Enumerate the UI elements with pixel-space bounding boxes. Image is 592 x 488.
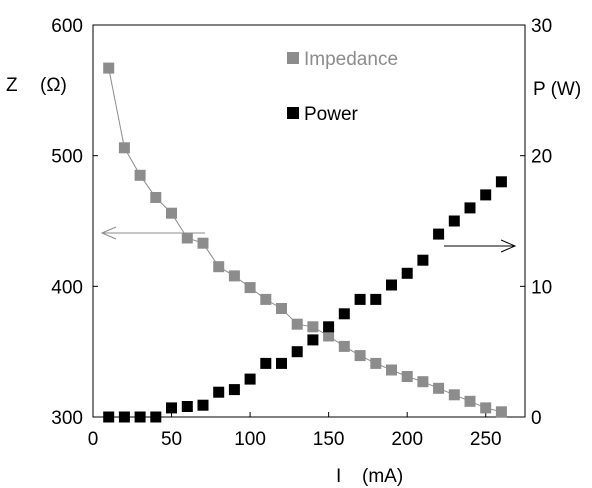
impedance-point [354, 350, 366, 362]
impedance-point [291, 318, 303, 330]
impedance-point [276, 303, 287, 314]
power-point [386, 279, 397, 291]
power-point [228, 384, 240, 396]
x-tick-label: 100 [234, 429, 266, 450]
impedance-point [181, 232, 193, 244]
power-point [213, 386, 225, 398]
x-tick-label: 250 [470, 429, 502, 450]
impedance-point [244, 282, 256, 294]
right-y-tick-label: 10 [531, 277, 552, 298]
impedance-point [213, 261, 225, 273]
power-point [401, 267, 413, 279]
x-tick-label: 50 [161, 429, 182, 450]
impedance-point [386, 364, 397, 376]
left-y-tick-label: 300 [51, 408, 83, 429]
impedance-point [166, 207, 177, 219]
left-y-tick-label: 600 [51, 16, 83, 37]
impedance-point [464, 395, 476, 407]
impedance-point [197, 237, 209, 249]
x-tick-label: 200 [391, 429, 423, 450]
left-y-tick-label: 500 [51, 147, 83, 168]
left-axis-symbol: Z [6, 75, 18, 96]
power-point [338, 308, 350, 320]
power-point [370, 293, 382, 305]
left-y-tick-label: 400 [51, 277, 83, 298]
power-point [464, 202, 476, 214]
x-tick-label: 150 [313, 429, 345, 450]
x-axis-symbol: I [336, 466, 341, 487]
legend-label-impedance: Impedance [304, 49, 398, 70]
power-point [307, 334, 319, 346]
power-point [244, 373, 256, 385]
power-point [480, 189, 492, 201]
impedance-point [448, 389, 460, 401]
power-point [181, 401, 193, 412]
impedance-point [103, 62, 115, 74]
power-point [166, 402, 177, 414]
impedance-point [134, 169, 146, 181]
right-y-tick-label: 30 [531, 16, 552, 37]
legend-marker-power [287, 107, 299, 119]
power-point [276, 357, 287, 369]
impedance-point [401, 371, 413, 382]
x-tick-label: 0 [88, 429, 99, 450]
right-y-tick-label: 0 [531, 408, 542, 429]
impedance-point [260, 293, 272, 305]
power-point [103, 411, 115, 423]
power-point [150, 411, 162, 423]
impedance-point [323, 330, 335, 342]
power-point [118, 411, 130, 423]
power-point [417, 254, 429, 266]
impedance-point [118, 142, 130, 154]
impedance-point [370, 357, 382, 369]
power-point [354, 293, 366, 305]
left-axis-unit: (Ω) [40, 75, 67, 96]
right-axis-label: P (W) [533, 79, 581, 100]
right-y-tick-label: 20 [531, 147, 552, 168]
legend: Impedance Power [287, 49, 398, 125]
legend-label-power: Power [304, 104, 359, 125]
power-axis-arrow [444, 239, 517, 253]
impedance-point [338, 340, 350, 352]
impedance-point [495, 406, 507, 418]
impedance-point [228, 270, 240, 282]
plot-frame [92, 24, 526, 418]
legend-marker-impedance [287, 52, 299, 64]
power-point [323, 321, 335, 333]
series-points [103, 62, 507, 423]
impedance-point [417, 376, 429, 388]
x-axis-unit: (mA) [362, 466, 403, 487]
power-point [134, 411, 146, 423]
impedance-point [150, 192, 162, 203]
impedance-point [433, 382, 445, 394]
impedance-point [307, 321, 319, 333]
power-point [433, 228, 445, 240]
power-point [197, 399, 209, 411]
ticks-layer: 0 50 100 150 200 250 300 400 500 600 0 10 20 30 [51, 16, 552, 450]
power-point [495, 176, 507, 188]
power-point [448, 215, 460, 227]
power-point [260, 357, 272, 369]
impedance-point [480, 402, 492, 414]
power-point [291, 346, 303, 358]
